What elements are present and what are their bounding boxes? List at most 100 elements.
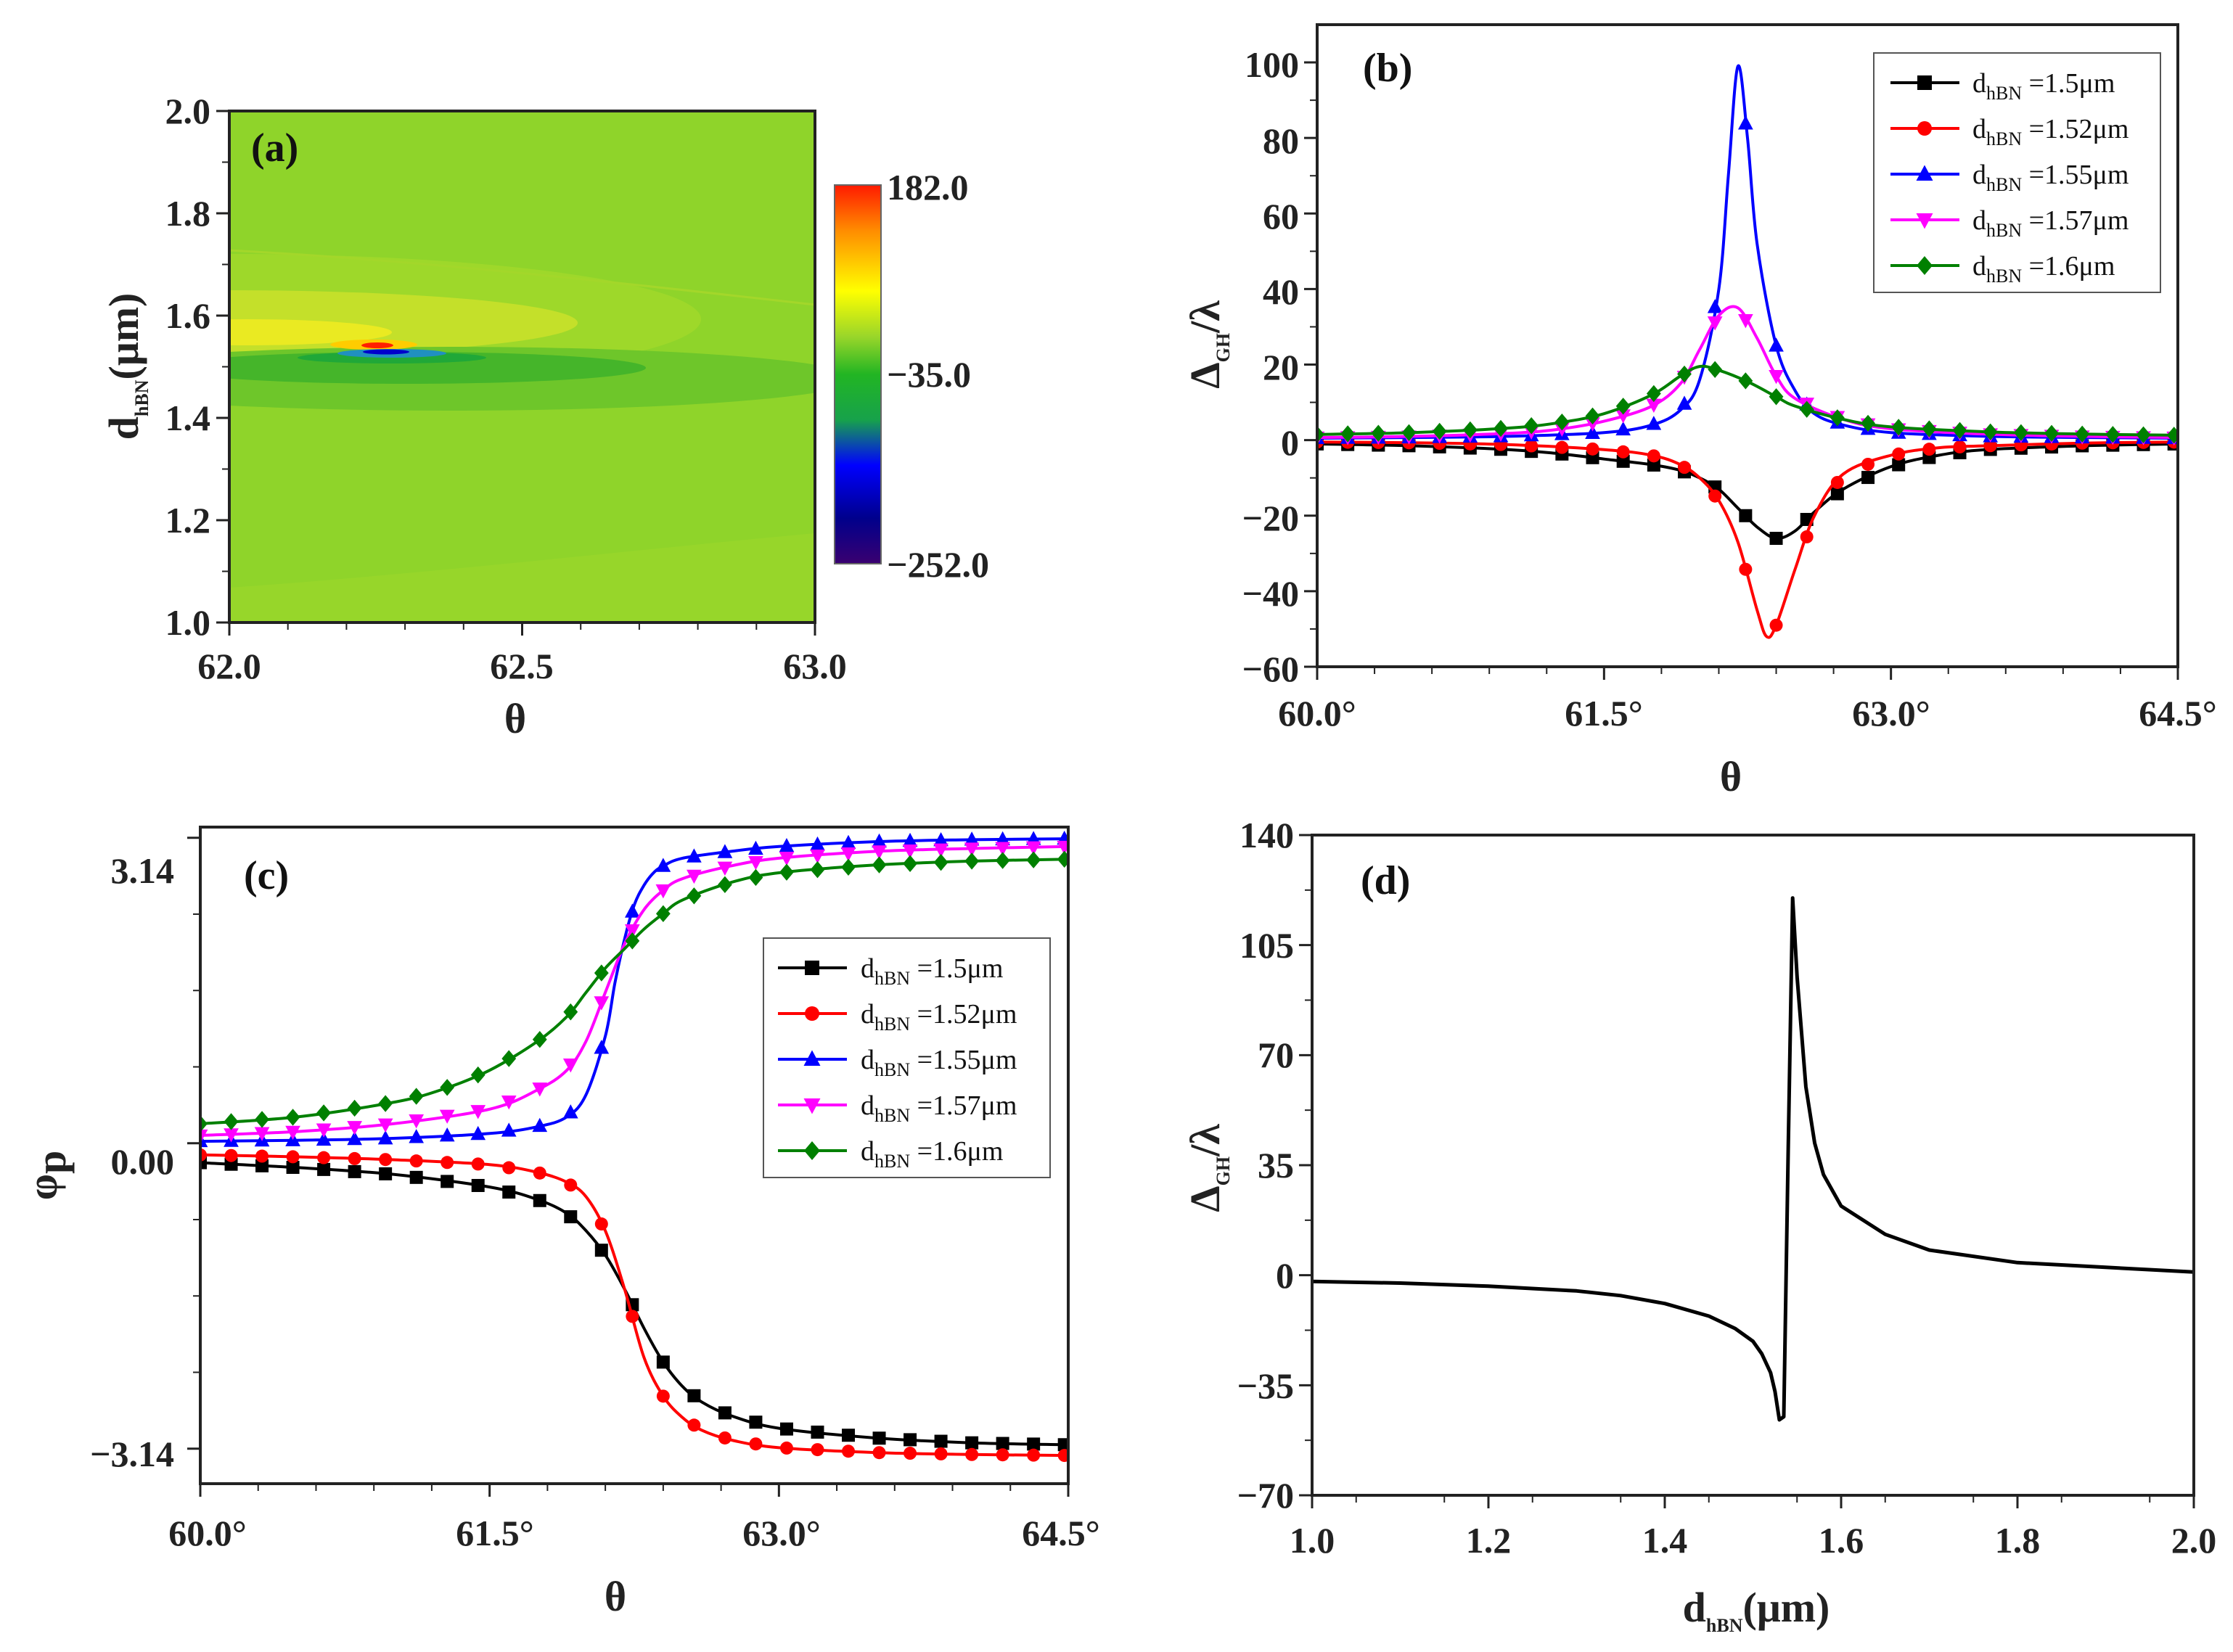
series-marker (501, 1122, 517, 1137)
legend-entry-label: dhBN =1.55μm (861, 1045, 1017, 1080)
legend-entry-tail: =1.52μm (2022, 114, 2128, 144)
panel-c-x-tick: 61.5° (456, 1513, 534, 1553)
series-marker (656, 1355, 670, 1369)
series-marker (995, 831, 1010, 846)
panel-c-y-tick: 3.14 (111, 850, 175, 891)
colorbar (834, 184, 882, 564)
series-marker (594, 996, 610, 1011)
series-marker (409, 1170, 423, 1184)
series-marker (1738, 314, 1753, 329)
series-marker (441, 1175, 454, 1188)
series-marker (840, 834, 856, 850)
panel-c-frame (199, 826, 1070, 1485)
series-marker (1861, 414, 1875, 432)
series-marker (1922, 443, 1936, 456)
series-marker (810, 850, 825, 864)
panel-d-y-tick: 0 (1276, 1255, 1294, 1296)
series-line (1317, 442, 2178, 541)
series-marker (1554, 413, 1570, 431)
series-marker (200, 1156, 207, 1170)
panel-c-x-tick: 60.0° (168, 1513, 247, 1553)
series-marker (626, 1310, 639, 1323)
series-marker (286, 1150, 300, 1164)
legend-entry-sub: hBN (874, 1105, 910, 1126)
series-marker (1676, 395, 1692, 410)
series-marker (718, 1431, 732, 1445)
series-marker (779, 863, 794, 881)
series-marker (441, 1156, 454, 1170)
legend-entry-main: d (1972, 160, 1986, 190)
legend-entry-main: d (1972, 68, 1986, 99)
series-marker (409, 1114, 425, 1129)
series-marker (748, 855, 763, 871)
panel-d-ticks (1299, 834, 2195, 1508)
series-marker (317, 1151, 331, 1164)
panel-d-frame (1311, 834, 2195, 1497)
series-marker (1769, 532, 1783, 545)
series-marker (348, 1151, 361, 1165)
panel-b-y-tick: 80 (1263, 120, 1299, 161)
series-marker (594, 1244, 608, 1257)
series-marker (1892, 458, 1906, 472)
series-marker (562, 1059, 578, 1073)
series-marker (1615, 421, 1631, 436)
series-marker (872, 1446, 886, 1460)
legend-entry-label: dhBN =1.5μm (861, 953, 1004, 989)
panel-a-y-tick: 1.2 (165, 500, 211, 541)
series-marker (255, 1159, 269, 1172)
series-marker (656, 1389, 670, 1403)
legend-marker (1917, 121, 1932, 136)
panel-b-y-label: ΔGH/λ (1181, 300, 1234, 389)
panel-a-y-tick: 1.4 (165, 398, 211, 438)
legend-marker (804, 1141, 820, 1160)
series-marker (1707, 299, 1723, 313)
series-marker (285, 1125, 300, 1141)
series-marker (872, 845, 887, 860)
series-marker (749, 1437, 763, 1451)
series-marker (902, 844, 918, 859)
legend-entry-sub: hBN (1986, 83, 2022, 104)
series-marker (1769, 388, 1784, 406)
series-marker (687, 887, 702, 905)
heatmap-band-upper-inner (229, 319, 392, 345)
panel-b-y-label-main: Δ (1181, 362, 1229, 388)
series-marker (842, 1429, 856, 1442)
series-marker (841, 858, 856, 876)
series-marker (440, 1079, 455, 1096)
legend-markers (1890, 75, 1959, 275)
series-marker (840, 847, 856, 862)
legend-marker (803, 1098, 821, 1114)
series-marker (872, 856, 887, 874)
heatmap-field (229, 111, 815, 622)
panel-c-label: (c) (244, 853, 289, 898)
legend-entry-tail: =1.55μm (2022, 160, 2128, 190)
panel-d: (d) 1.0 1.2 1.4 1.6 1.8 2.0 140 105 70 3… (1181, 815, 2216, 1636)
series-marker (687, 848, 702, 863)
series-marker (624, 924, 640, 939)
panel-a-y-tick: 2.0 (165, 91, 211, 131)
series-marker (224, 1113, 239, 1130)
legend-entry-sub: hBN (1986, 174, 2022, 195)
series-marker (409, 1129, 425, 1143)
panel-a-x-tick: 63.0 (783, 646, 847, 686)
panel-d-x-tick: 1.8 (1995, 1520, 2041, 1561)
series-marker (409, 1154, 423, 1168)
panel-b-label: (b) (1363, 46, 1412, 91)
series-marker (810, 861, 825, 879)
series-marker (964, 831, 980, 846)
series-marker (933, 843, 948, 858)
series-marker (2013, 424, 2028, 442)
legend-entry-main: d (861, 953, 874, 984)
series-marker (377, 1130, 393, 1145)
series-marker (1769, 370, 1784, 385)
series-marker (532, 1031, 547, 1048)
panel-a-y-label-sub: hBN (131, 379, 152, 416)
panel-b-y-tick: −20 (1242, 498, 1300, 538)
panel-d-y-tick: −35 (1237, 1365, 1295, 1406)
panel-a-x-label: θ (504, 695, 526, 742)
series-marker (748, 840, 763, 855)
series-marker (409, 1088, 424, 1105)
legend-entry-main: d (861, 999, 874, 1030)
series-marker (1057, 1438, 1068, 1452)
